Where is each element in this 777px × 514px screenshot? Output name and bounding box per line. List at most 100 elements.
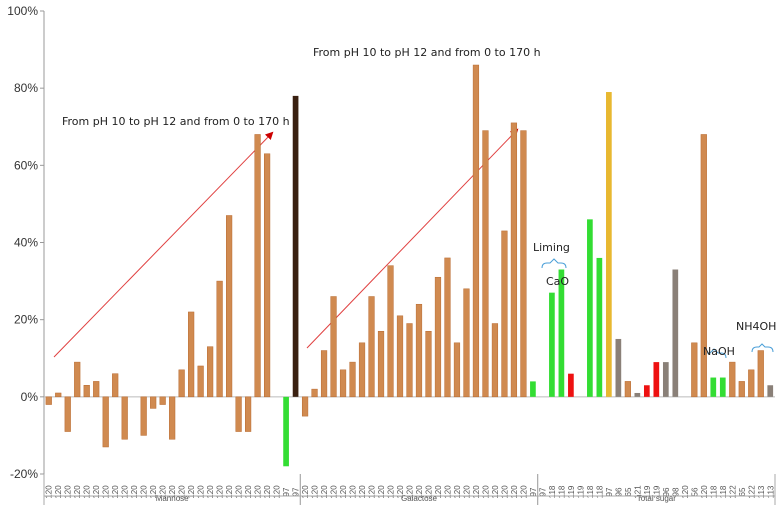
x-tick-label: 120 [121,485,130,499]
annotation: From pH 10 to pH 12 and from 0 to 170 h [62,115,290,128]
x-tick-label: 120 [681,485,690,499]
bar [606,92,612,397]
bar [444,257,451,398]
x-tick-label: 120 [510,485,519,499]
x-tick-label: 120 [149,485,158,499]
x-tick-label: 120 [244,485,253,499]
x-tick-label: 120 [140,485,149,499]
x-tick-label: 120 [406,485,415,499]
x-tick-label: 96 [614,487,623,496]
bar [738,381,745,398]
x-tick-label: 65 [624,487,633,496]
bar [55,392,62,398]
bar [472,64,480,398]
bar [549,292,555,397]
x-tick-label: 65 [738,487,747,496]
x-tick-label: 119 [643,485,652,498]
x-tick-label: 120 [453,485,462,499]
bar [662,362,669,397]
x-tick-label: 120 [491,485,500,499]
bar [425,330,432,398]
bar [311,388,318,398]
bar [501,230,508,398]
annotation: NH4OH [736,320,776,333]
bar [615,338,622,397]
x-tick-label: 120 [73,485,82,499]
x-tick-label: 120 [187,485,196,499]
bar [368,296,375,398]
x-tick-label: 98 [671,487,680,496]
y-tick-label: 40% [14,236,38,250]
x-tick-label: 120 [178,485,187,499]
bar [207,346,214,398]
x-tick-label: 120 [700,485,709,499]
x-tick-label: 97 [605,487,614,496]
bar [510,122,518,398]
x-tick-label: 120 [111,485,120,499]
x-tick-label: 120 [387,485,396,499]
bar [396,315,404,398]
x-tick-label: 120 [197,485,206,499]
x-tick-label: 120 [349,485,358,499]
bar [358,342,366,398]
bar [415,303,423,398]
y-tick-label: -20% [10,467,38,481]
bar [216,280,223,398]
x-tick-label: 120 [92,485,101,499]
x-tick-label: 118 [719,485,728,498]
bar [292,95,299,397]
x-tick-label: 120 [206,485,215,499]
bar [178,369,185,398]
y-tick-label: 80% [14,81,38,95]
x-tick-label: 120 [159,485,168,499]
bar [558,269,565,397]
bar [719,377,726,397]
x-tick-label: 119 [576,485,585,498]
bar [74,361,81,398]
brace [751,343,774,353]
x-tick-label: 119 [652,485,661,498]
bar [121,396,128,440]
x-tick-label: 120 [45,485,54,499]
x-tick-label: 120 [263,485,272,499]
x-tick-label: 120 [472,485,481,499]
bar [377,330,385,398]
x-tick-label: 120 [168,485,177,499]
x-tick-label: 120 [330,485,339,499]
x-tick-label: 113 [757,485,766,498]
bar [530,381,536,397]
bar [767,385,774,397]
bar [757,350,764,398]
group-label: Galactose [401,494,438,503]
bar [691,342,698,398]
x-tick-label: 120 [254,485,263,499]
bar [349,361,356,398]
bar [83,385,90,398]
bar [330,296,337,398]
x-tick-label: 120 [424,485,433,499]
bar [729,361,736,398]
x-tick-label: 118 [586,485,595,498]
bar [463,288,470,398]
x-tick-label: 56 [690,487,699,496]
y-tick-label: 20% [14,313,38,327]
bar [169,396,176,440]
bar [643,385,650,397]
x-tick-label: 119 [567,485,576,498]
bar [406,323,413,398]
x-tick-label: 120 [415,485,424,499]
bar [339,369,347,398]
bar [102,396,109,448]
x-tick-label: 120 [311,485,320,499]
x-tick-label: 97 [292,487,301,496]
x-tick-label: 120 [130,485,139,499]
x-tick-label: 120 [339,485,348,499]
x-tick-label: 120 [54,485,63,499]
x-tick-label: 120 [216,485,225,499]
bar [710,377,717,397]
x-tick-label: 97 [282,487,291,496]
x-tick-label: 113 [766,485,775,498]
bar [112,373,119,398]
x-tick-label: 120 [443,485,452,499]
bar [587,219,593,397]
